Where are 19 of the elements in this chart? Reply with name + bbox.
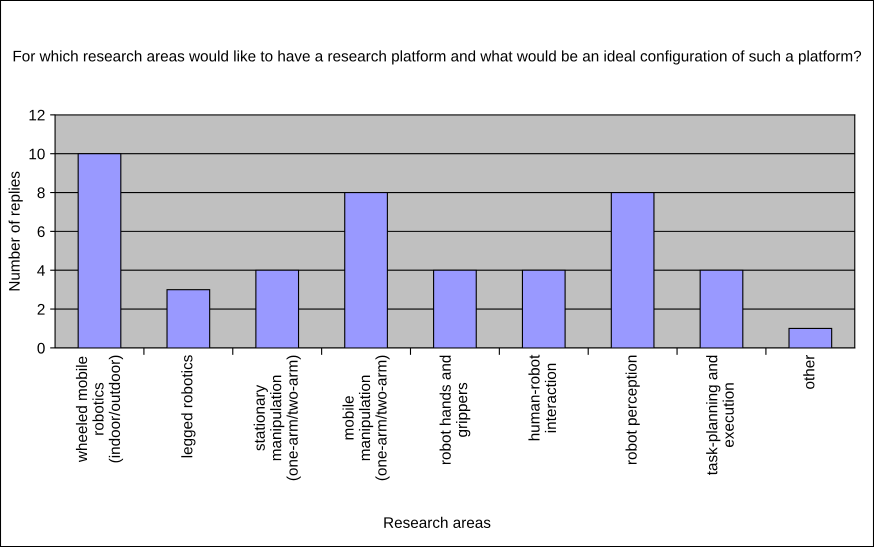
x-tick-label: mobile manipulation (one-arm/two-arm) xyxy=(342,356,390,480)
x-tick-label: other xyxy=(803,354,814,389)
y-tick-label: 0 xyxy=(37,342,45,354)
x-axis-title: Research areas xyxy=(384,516,490,528)
x-tick-label: wheeled mobile robotics (indoor/outdoor) xyxy=(76,356,124,462)
x-tick-label: stationary manipulation (one-arm/two-arm) xyxy=(254,356,301,480)
y-tick-label: 2 xyxy=(38,304,45,315)
y-axis-title: Number of replies xyxy=(8,172,23,290)
x-tick-label: legged robotics xyxy=(181,355,196,458)
x-tick-label: task-planning and execution xyxy=(706,356,734,476)
y-tick-label: 4 xyxy=(37,265,45,276)
x-tick-label: human-robot interaction xyxy=(528,354,556,440)
chart-title: For which research areas would like to have a research platform and what would be an ideal configuration of such a platform? xyxy=(14,50,862,65)
y-tick-label: 8 xyxy=(38,187,45,198)
y-tick-label: 12 xyxy=(30,110,45,120)
y-tick-label: 10 xyxy=(30,148,45,160)
x-tick-label: robot perception xyxy=(626,356,640,464)
y-tick-label: 6 xyxy=(38,226,45,238)
x-tick-label: robot hands and grippers xyxy=(440,356,470,464)
